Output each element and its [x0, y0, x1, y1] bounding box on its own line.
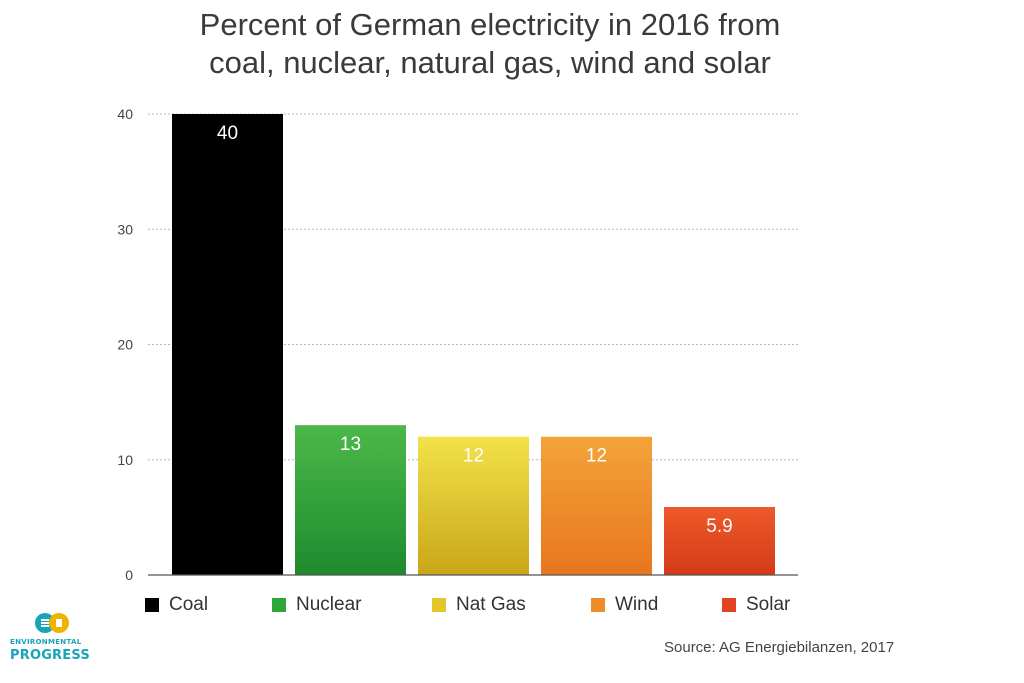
- bar-nat-gas: [418, 436, 529, 575]
- bar-solar: [664, 507, 775, 575]
- legend-label-nuclear: Nuclear: [296, 594, 362, 615]
- chart-title-line-2: coal, nuclear, natural gas, wind and sol…: [209, 45, 771, 80]
- source-note: Source: AG Energiebilanzen, 2017: [664, 639, 895, 656]
- logo-text-progress: PROGRESS: [10, 648, 90, 663]
- environmental-progress-logo: ENVIRONMENTAL PROGRESS: [10, 612, 92, 668]
- bar-coal: [172, 114, 283, 575]
- legend-label-wind: Wind: [615, 594, 659, 615]
- y-tick-label: 40: [117, 106, 133, 122]
- data-label: 12: [586, 446, 607, 467]
- legend-swatch-nat-gas: [432, 598, 446, 612]
- legend-swatch-solar: [722, 598, 736, 612]
- y-tick-label: 0: [125, 567, 133, 583]
- legend-label-nat-gas: Nat Gas: [456, 594, 526, 615]
- legend-item-wind: Wind: [591, 594, 658, 616]
- legend-item-nuclear: Nuclear: [272, 594, 361, 616]
- data-label: 40: [217, 123, 238, 144]
- y-tick-label: 10: [117, 452, 133, 468]
- y-tick-label: 30: [117, 221, 133, 237]
- legend-swatch-wind: [591, 598, 605, 612]
- logo-mark-icon: [35, 613, 69, 633]
- data-label: 13: [340, 434, 361, 455]
- bar-nuclear: [295, 425, 406, 575]
- legend-item-solar: Solar: [722, 594, 790, 616]
- bar-wind: [541, 436, 652, 575]
- axes: 0 10 20 30 40: [117, 106, 798, 583]
- data-labels: 40 13 12 12 5.9: [217, 123, 733, 537]
- legend-item-nat-gas: Nat Gas: [432, 594, 526, 616]
- data-label: 5.9: [706, 516, 732, 537]
- legend-label-coal: Coal: [169, 594, 209, 615]
- data-label: 12: [463, 446, 484, 467]
- chart-title: Percent of German electricity in 2016 fr…: [0, 6, 980, 82]
- legend-item-coal: Coal: [145, 594, 208, 616]
- legend-swatch-coal: [145, 598, 159, 612]
- legend-label-solar: Solar: [746, 594, 791, 615]
- legend-swatch-nuclear: [272, 598, 286, 612]
- legend: Coal Nuclear Nat Gas Wind Solar: [145, 594, 815, 620]
- chart-title-line-1: Percent of German electricity in 2016 fr…: [199, 7, 781, 42]
- y-tick-label: 20: [117, 337, 133, 353]
- logo-text-environmental: ENVIRONMENTAL: [10, 638, 82, 646]
- bars: [172, 114, 775, 575]
